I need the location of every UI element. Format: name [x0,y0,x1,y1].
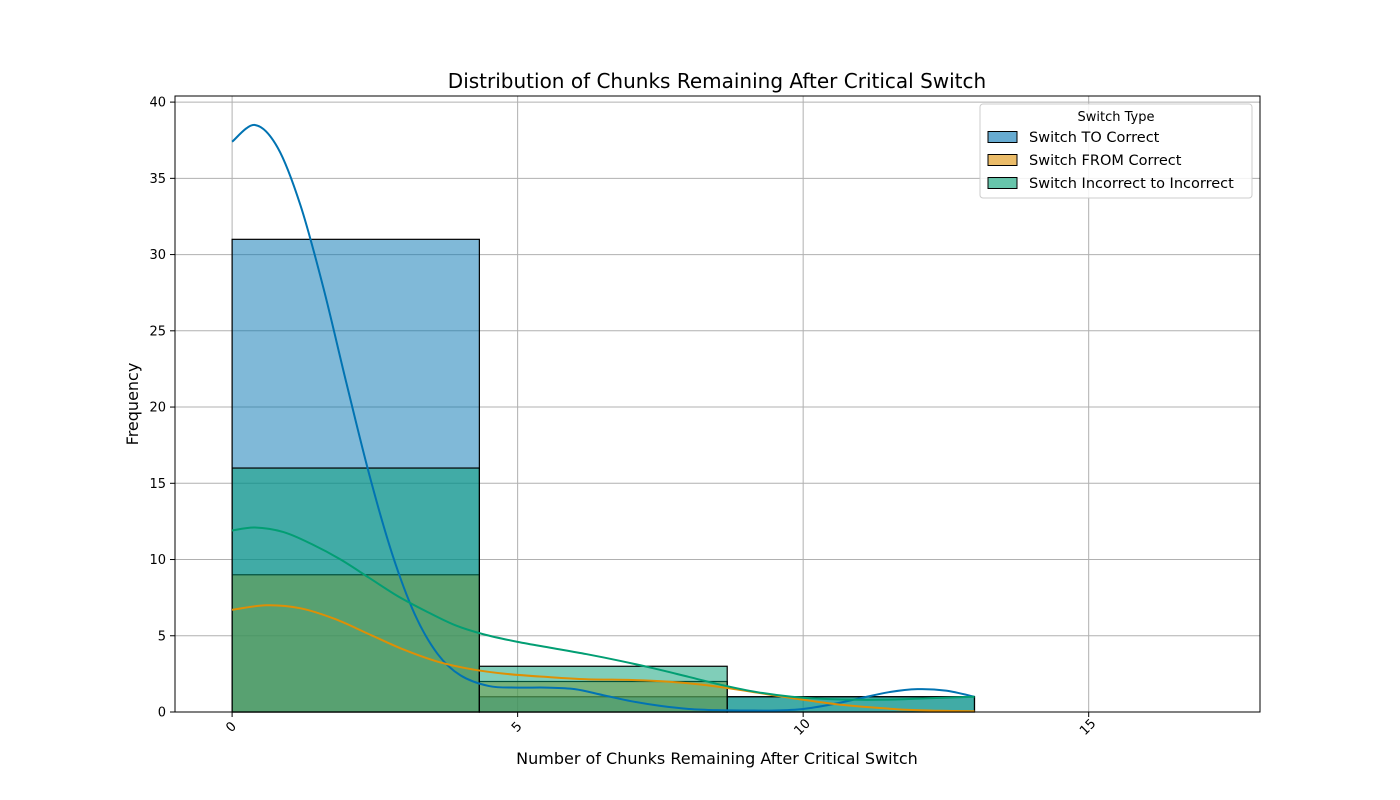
histogram-bar [231,467,480,713]
legend-swatch [987,177,1018,189]
legend-label: Switch Incorrect to Incorrect [1029,176,1234,192]
histogram-bars [231,238,976,713]
legend-entries: Switch TO Correct Switch FROM Correct Swit… [987,130,1234,192]
histogram-bar [478,665,728,713]
kde-curve [231,604,975,713]
kde-curves [231,123,975,713]
y-tick-label: 40 [149,96,166,111]
y-tick-label: 20 [149,401,166,416]
y-axis-label: Frequency [123,363,142,446]
chart-title: Distribution of Chunks Remaining After C… [448,69,986,93]
legend: Switch Type Switch TO Correct Switch FROM… [979,103,1253,199]
kde-curve [231,526,975,701]
y-tick-label: 25 [149,324,166,339]
legend-box [979,103,1253,199]
legend-label: Switch TO Correct [1029,130,1160,146]
legend-swatch [987,154,1018,166]
y-tick-label: 30 [149,248,166,263]
y-tick-label: 15 [149,477,166,492]
y-tick-label: 5 [158,629,166,644]
x-axis-label: Number of Chunks Remaining After Critica… [516,749,918,768]
legend-swatch [987,131,1018,143]
y-tick-label: 35 [149,172,166,187]
plot-area-frame [174,95,1261,713]
y-tick-label: 10 [149,553,166,568]
legend-label: Switch FROM Correct [1029,153,1182,169]
legend-title: Switch Type [1078,110,1155,125]
y-tick-label: 0 [158,706,166,721]
